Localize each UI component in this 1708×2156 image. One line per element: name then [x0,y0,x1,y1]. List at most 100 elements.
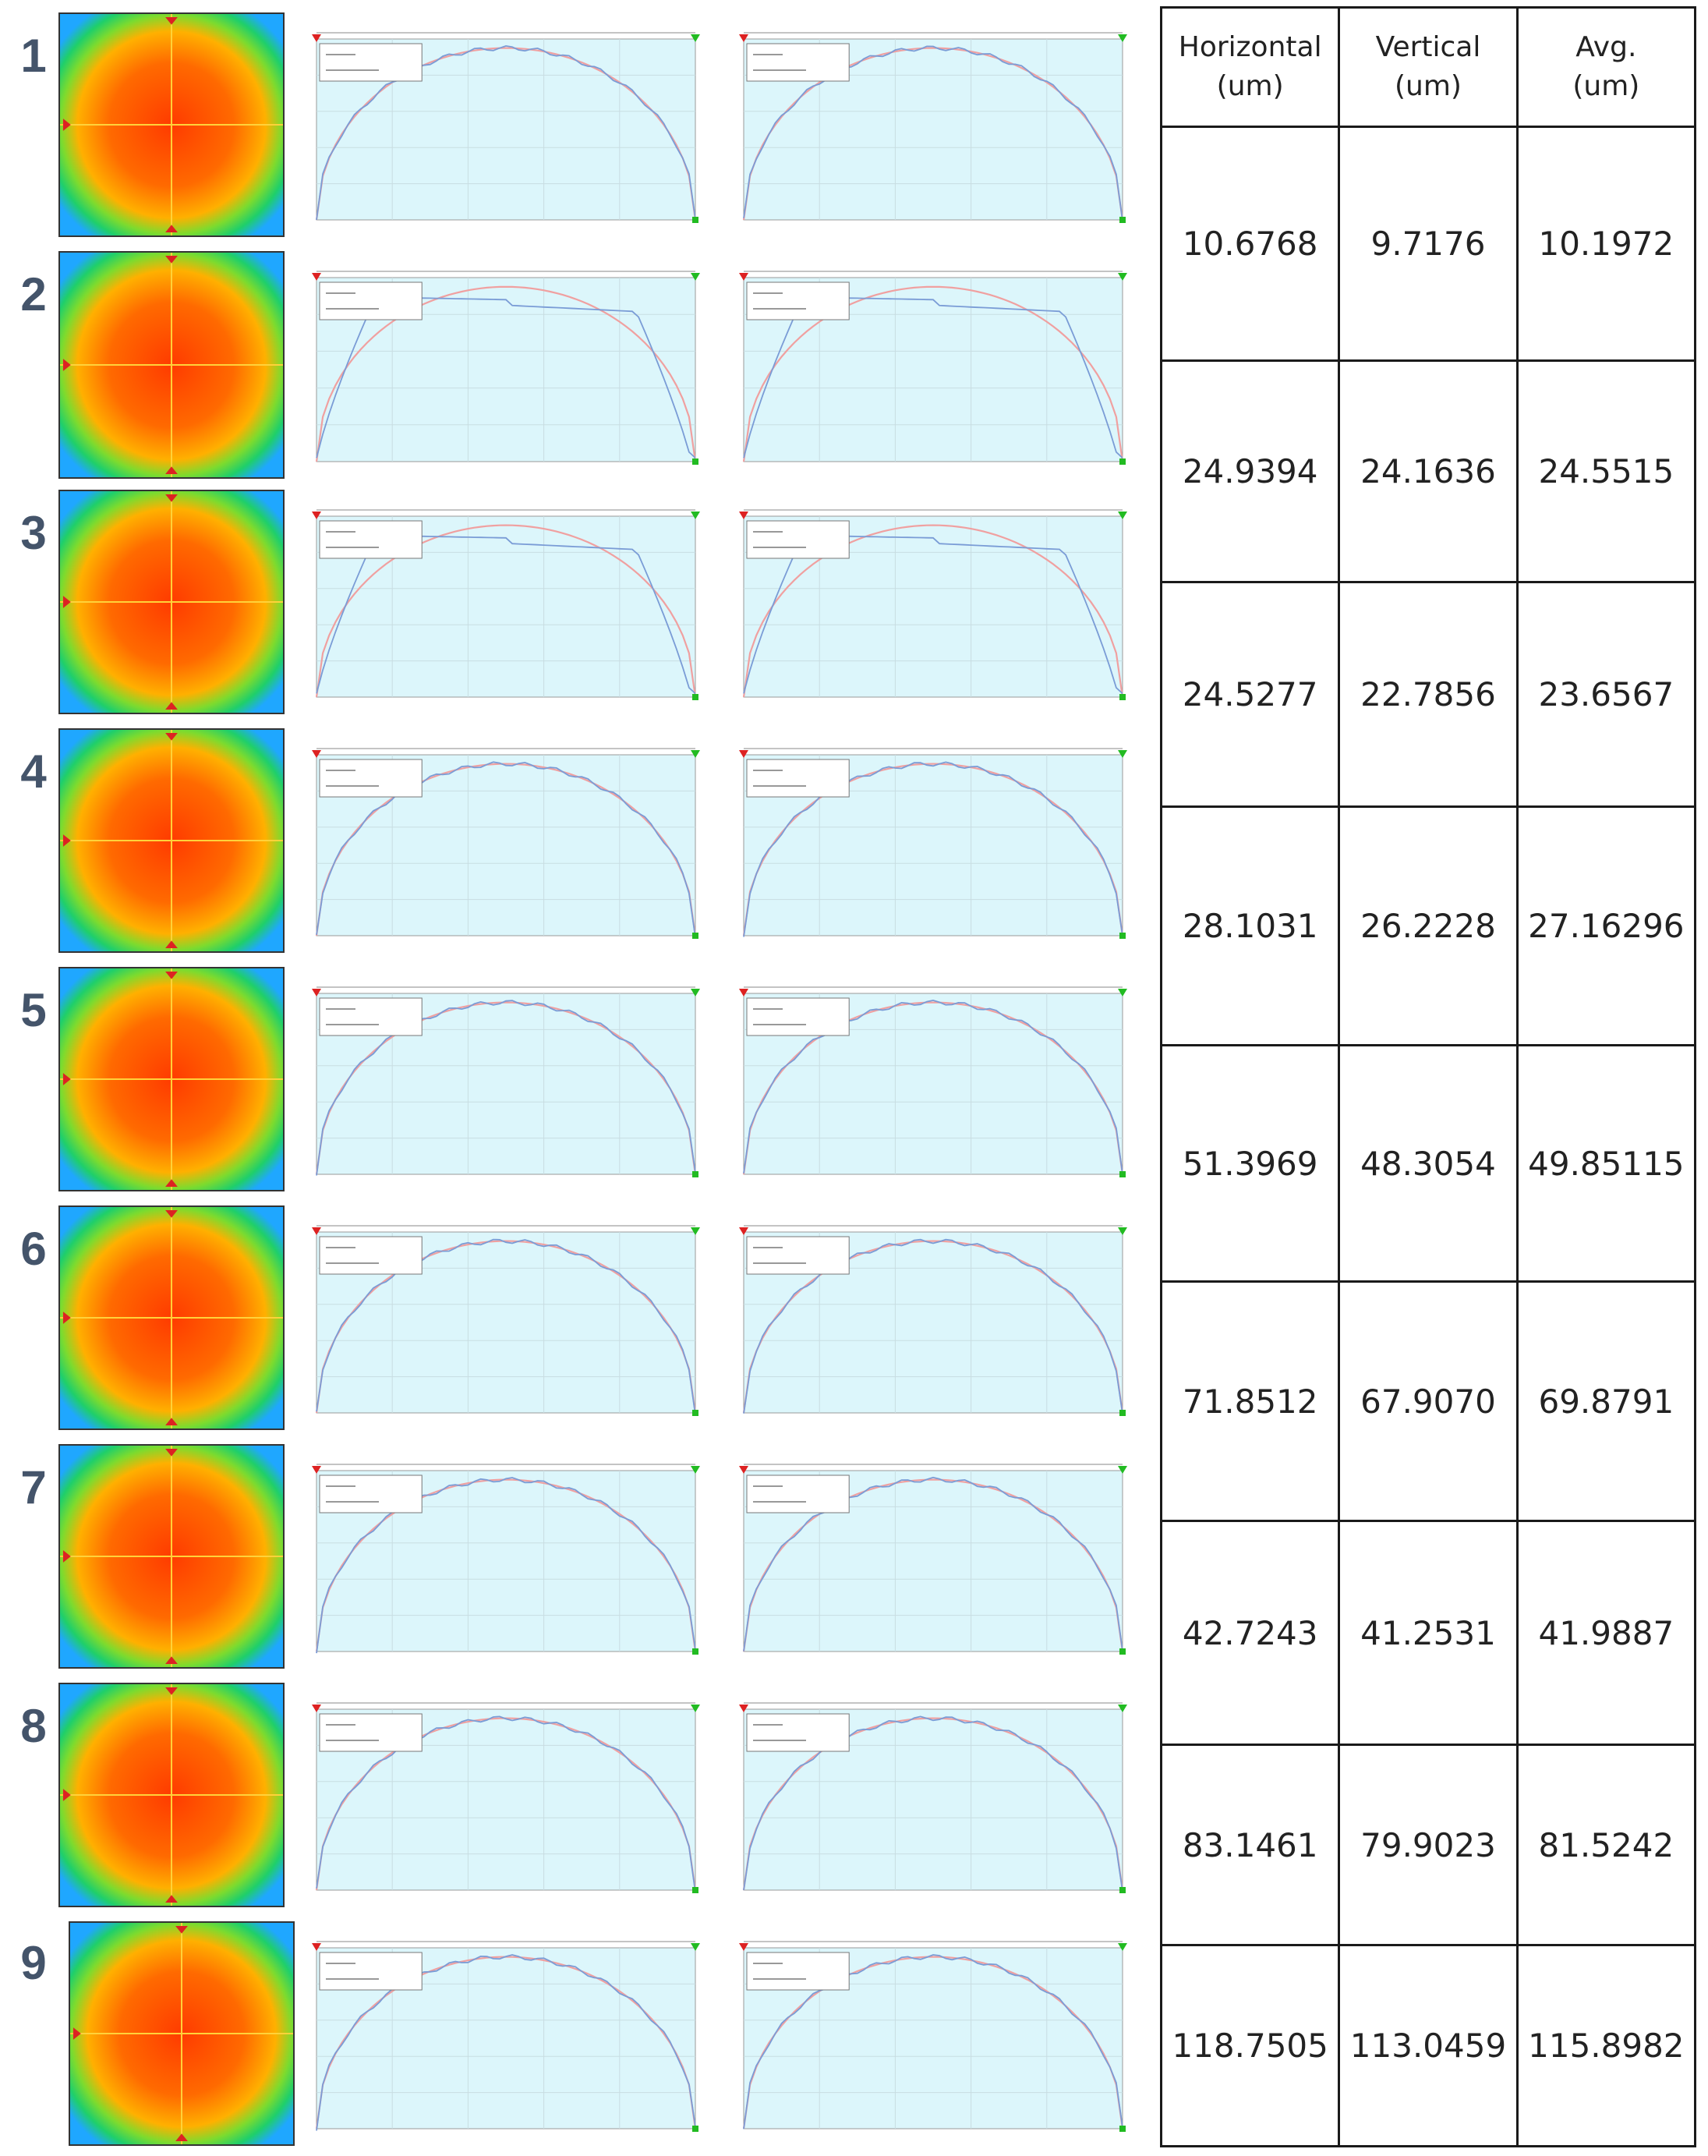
cell-average: 41.9887 [1515,1520,1697,1746]
edge-marker [165,702,178,710]
corner-marker [739,1227,748,1235]
fit-curve [742,763,1124,936]
edge-marker [165,1448,178,1457]
fit-curve [742,1478,1124,1652]
fit-legend-box [746,1236,850,1275]
cell-average: 69.8791 [1515,1280,1697,1522]
plot-area [316,38,696,221]
cell-average: 27.16296 [1515,805,1697,1046]
y-profile-chart [717,965,1138,1191]
corner-marker [692,1648,698,1655]
table-row: 28.1031 26.2228 27.16296 [1159,805,1697,1046]
sample-number: 9 [20,1937,47,1989]
measured-curve [316,761,696,938]
cell-horizontal: 42.7243 [1159,1520,1341,1746]
corner-marker [1118,1227,1127,1235]
corner-marker [739,750,748,758]
corner-marker [739,34,748,42]
profile-svg [739,1941,1127,2132]
table-row: 42.7243 41.2531 41.9887 [1159,1520,1697,1746]
profile-svg [312,1941,700,2132]
profile-svg [312,1464,700,1655]
height-map-image [58,967,285,1191]
sample-row: 2 [0,248,1154,482]
corner-marker [1119,1887,1126,1893]
x-profile-chart [290,250,711,479]
fit-legend-box [319,43,423,82]
profile-svg [739,509,1127,700]
measured-curve [316,1238,696,1415]
corner-marker [692,933,698,939]
fit-legend-box [319,1952,423,1991]
edge-marker [165,1687,178,1695]
corner-marker [312,1943,321,1951]
corner-marker [739,1705,748,1712]
corner-marker [312,273,321,281]
corner-marker [312,1466,321,1474]
cell-horizontal: 24.5277 [1159,581,1341,808]
edge-marker [62,1550,71,1563]
edge-marker [165,1209,178,1218]
y-profile-chart [717,1920,1138,2146]
fit-legend-box [746,759,850,798]
fit-legend-box [746,997,850,1036]
corner-marker [1119,1171,1126,1177]
edge-marker [165,225,178,233]
sample-number: 1 [20,30,47,82]
corner-marker [692,2126,698,2132]
cell-average: 10.1972 [1515,126,1697,362]
table-header-row: Horizontal (um) Vertical (um) Avg. (um) [1159,6,1697,128]
cell-vertical: 67.9070 [1338,1280,1519,1522]
profile-svg [739,32,1127,223]
corner-marker [692,458,698,465]
corner-marker [1118,750,1127,758]
corner-marker [692,1887,698,1893]
fit-legend-box [746,43,850,82]
corner-marker [691,750,700,758]
sample-number: 3 [20,507,47,559]
edge-marker [165,971,178,979]
cell-horizontal: 71.8512 [1159,1280,1341,1522]
corner-marker [691,273,700,281]
corner-marker [312,750,321,758]
height-map-image [58,490,285,714]
profile-svg [312,748,700,939]
cell-horizontal: 83.1461 [1159,1744,1341,1946]
height-map-image [58,251,285,479]
height-map-image [58,1683,285,1907]
profile-svg [312,1702,700,1893]
measured-curve [743,761,1123,937]
heatmap-svg [60,730,283,951]
table-row: 24.9394 24.1636 24.5515 [1159,359,1697,583]
sample-number: 8 [20,1700,47,1752]
table-row: 10.6768 9.7176 10.1972 [1159,126,1697,362]
fit-curve [315,285,697,462]
corner-marker [1118,1943,1127,1951]
x-profile-chart [290,1920,711,2146]
y-profile-chart [717,11,1138,237]
profile-svg [739,986,1127,1177]
fit-curve [742,1717,1124,1891]
sample-row: 6 [0,1202,1154,1433]
corner-marker [312,1227,321,1235]
cell-vertical: 41.2531 [1338,1520,1519,1746]
x-profile-chart [290,488,711,714]
table-row: 118.7505 113.0459 115.8982 [1159,1944,1697,2147]
corner-marker [1119,2126,1126,2132]
profile-svg [312,986,700,1177]
header-average-text: Avg. (um) [1572,30,1640,102]
fit-legend-box [746,1952,850,1991]
heatmap-svg [60,14,283,235]
corner-marker [739,1466,748,1474]
sample-row: 5 [0,964,1154,1195]
corner-marker [1119,217,1126,223]
corner-marker [739,512,748,519]
corner-marker [739,273,748,281]
corner-marker [1118,1466,1127,1474]
measured-curve [316,44,696,221]
cell-horizontal: 51.3969 [1159,1044,1341,1283]
corner-marker [1118,34,1127,42]
x-profile-chart [290,1204,711,1430]
profile-svg [739,748,1127,939]
edge-marker [62,1312,71,1324]
